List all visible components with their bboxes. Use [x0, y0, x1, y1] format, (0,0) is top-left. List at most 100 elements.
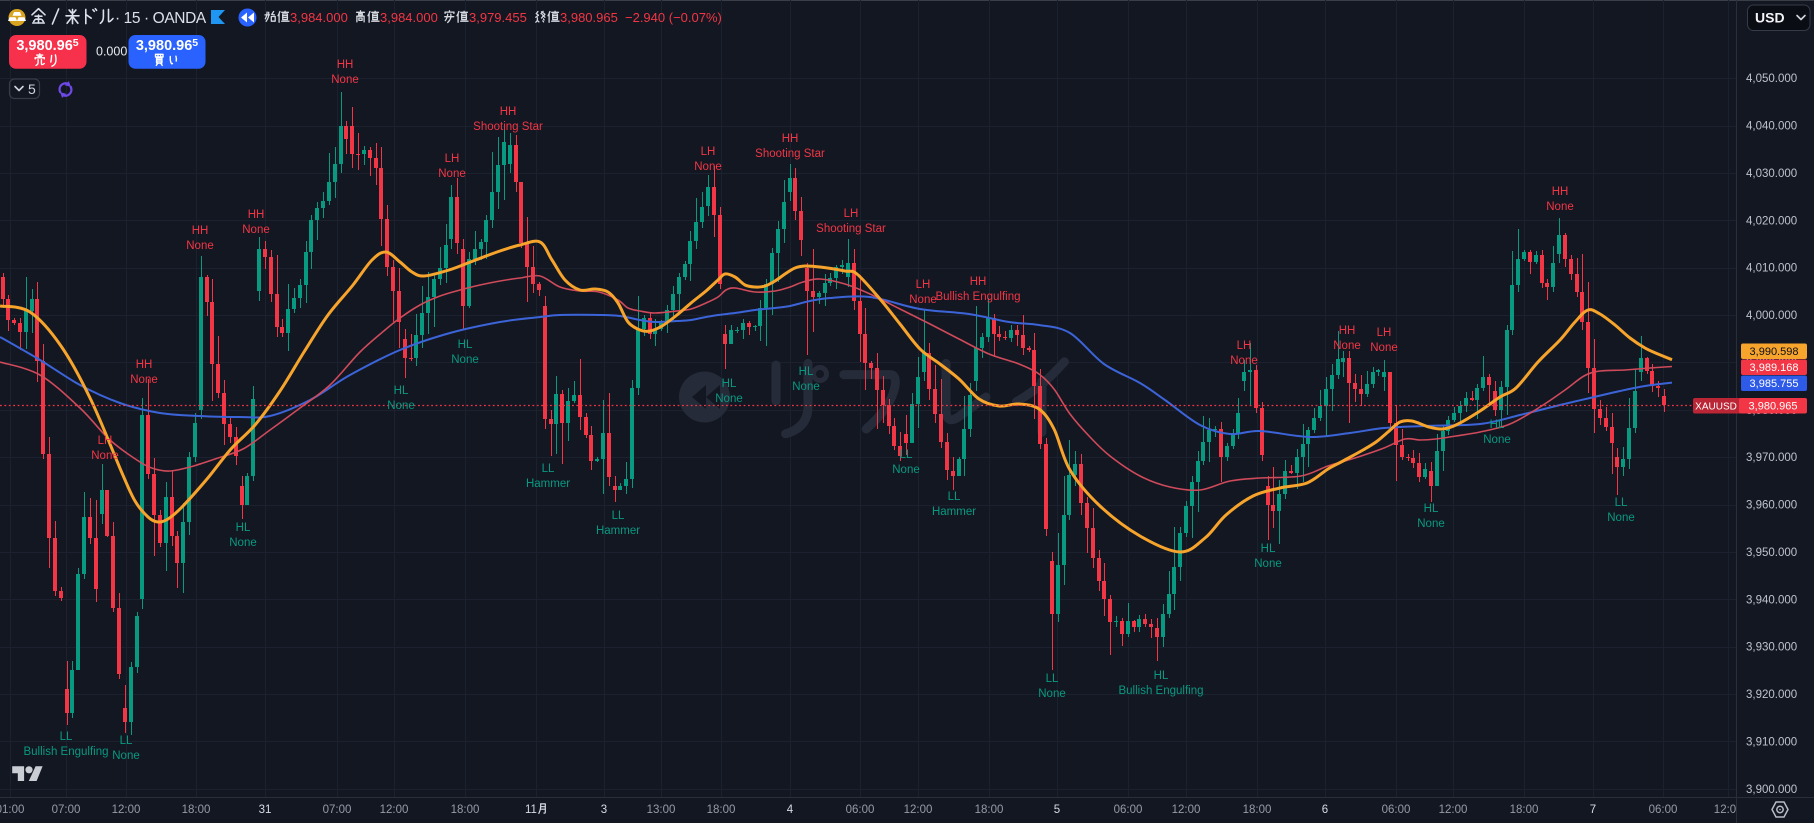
- svg-text:None: None: [1038, 688, 1066, 700]
- svg-text:None: None: [715, 393, 743, 405]
- svg-text:None: None: [1370, 342, 1398, 354]
- svg-text:3,960.000: 3,960.000: [1746, 500, 1797, 512]
- svg-text:LL: LL: [60, 731, 73, 743]
- svg-text:None: None: [331, 74, 359, 86]
- svg-text:None: None: [229, 537, 257, 549]
- svg-text:Shooting Star: Shooting Star: [473, 121, 543, 133]
- svg-text:3,900.000: 3,900.000: [1746, 784, 1797, 796]
- svg-text:3,979.455: 3,979.455: [469, 10, 527, 25]
- svg-text:31: 31: [259, 804, 272, 816]
- svg-text:3,940.000: 3,940.000: [1746, 594, 1797, 606]
- svg-text:3,984.000: 3,984.000: [290, 10, 348, 25]
- svg-text:HH: HH: [1552, 186, 1569, 198]
- svg-text:HH: HH: [782, 133, 799, 145]
- svg-text:7: 7: [1590, 804, 1596, 816]
- svg-text:12:00: 12:00: [112, 804, 141, 816]
- svg-text:HH: HH: [192, 225, 209, 237]
- svg-text:4,030.000: 4,030.000: [1746, 168, 1797, 180]
- svg-text:12:00: 12:00: [904, 804, 933, 816]
- svg-text:None: None: [438, 168, 466, 180]
- svg-text:HL: HL: [1154, 670, 1169, 682]
- svg-text:06:00: 06:00: [1649, 804, 1678, 816]
- svg-text:None: None: [387, 400, 415, 412]
- svg-text:None: None: [1607, 512, 1635, 524]
- svg-text:01:00: 01:00: [0, 804, 24, 816]
- svg-text:3,989.168: 3,989.168: [1750, 362, 1799, 374]
- svg-text:XAUUSD: XAUUSD: [1695, 402, 1737, 413]
- svg-text:LH: LH: [98, 435, 113, 447]
- svg-text:13:00: 13:00: [647, 804, 676, 816]
- svg-text:LL: LL: [120, 735, 133, 747]
- svg-text:None: None: [1483, 434, 1511, 446]
- svg-text:4,050.000: 4,050.000: [1746, 73, 1797, 85]
- svg-text:LH: LH: [844, 208, 859, 220]
- svg-text:18:00: 18:00: [182, 804, 211, 816]
- svg-text:None: None: [451, 354, 479, 366]
- svg-text:3,980.965: 3,980.965: [16, 37, 78, 54]
- svg-text:Hammer: Hammer: [932, 506, 976, 518]
- svg-text:· 15 · OANDA: · 15 · OANDA: [115, 10, 207, 27]
- svg-text:3,980.965: 3,980.965: [1749, 401, 1798, 413]
- svg-text:HH: HH: [970, 276, 987, 288]
- svg-text:None: None: [186, 240, 214, 252]
- svg-text:HL: HL: [1261, 543, 1276, 555]
- svg-text:HL: HL: [236, 522, 251, 534]
- svg-text:LL: LL: [1615, 497, 1628, 509]
- svg-text:0.000: 0.000: [96, 45, 127, 59]
- svg-text:3,990.598: 3,990.598: [1750, 346, 1799, 358]
- svg-text:HH: HH: [248, 209, 265, 221]
- svg-text:18:00: 18:00: [707, 804, 736, 816]
- svg-text:3,980.965: 3,980.965: [560, 10, 618, 25]
- svg-text:3,984.000: 3,984.000: [380, 10, 438, 25]
- svg-text:HL: HL: [722, 378, 737, 390]
- svg-text:06:00: 06:00: [846, 804, 875, 816]
- svg-text:None: None: [909, 294, 937, 306]
- svg-text:LL: LL: [1046, 673, 1059, 685]
- svg-text:None: None: [1546, 201, 1574, 213]
- svg-text:12:0: 12:0: [1714, 804, 1736, 816]
- svg-text:11: 11: [525, 804, 537, 816]
- svg-text:3,910.000: 3,910.000: [1746, 736, 1797, 748]
- svg-text:USD: USD: [1755, 10, 1785, 26]
- svg-text:07:00: 07:00: [323, 804, 352, 816]
- svg-text:None: None: [112, 750, 140, 762]
- svg-text:None: None: [792, 381, 820, 393]
- svg-text:HL: HL: [458, 339, 473, 351]
- svg-text:HH: HH: [500, 106, 517, 118]
- svg-text:4: 4: [787, 804, 794, 816]
- svg-text:LH: LH: [445, 153, 460, 165]
- svg-text:HL: HL: [799, 366, 814, 378]
- svg-text:3,950.000: 3,950.000: [1746, 547, 1797, 559]
- svg-text:None: None: [1230, 355, 1258, 367]
- svg-text:−2.940 (−0.07%): −2.940 (−0.07%): [625, 10, 722, 25]
- svg-text:3,930.000: 3,930.000: [1746, 642, 1797, 654]
- svg-text:07:00: 07:00: [52, 804, 81, 816]
- svg-text:LL: LL: [900, 449, 913, 461]
- svg-text:LH: LH: [1377, 327, 1392, 339]
- svg-text:5: 5: [28, 81, 36, 97]
- svg-text:12:00: 12:00: [1172, 804, 1201, 816]
- svg-text:18:00: 18:00: [1243, 804, 1272, 816]
- svg-text:18:00: 18:00: [975, 804, 1004, 816]
- svg-text:3: 3: [601, 804, 607, 816]
- svg-text:LL: LL: [948, 491, 961, 503]
- svg-text:3,970.000: 3,970.000: [1746, 452, 1797, 464]
- svg-text:12:00: 12:00: [1439, 804, 1468, 816]
- svg-text:None: None: [1254, 558, 1282, 570]
- svg-text:Bullish Engulfing: Bullish Engulfing: [23, 746, 108, 758]
- svg-text:HH: HH: [136, 359, 153, 371]
- svg-text:None: None: [1417, 518, 1445, 530]
- svg-text:LH: LH: [916, 279, 931, 291]
- svg-text:4,040.000: 4,040.000: [1746, 121, 1797, 133]
- svg-text:HH: HH: [1339, 325, 1356, 337]
- svg-text:HL: HL: [1424, 503, 1439, 515]
- svg-text:None: None: [91, 450, 119, 462]
- svg-text:Bullish Engulfing: Bullish Engulfing: [1118, 685, 1203, 697]
- svg-text:3,985.755: 3,985.755: [1750, 378, 1799, 390]
- svg-text:6: 6: [1322, 804, 1328, 816]
- svg-text:12:00: 12:00: [380, 804, 409, 816]
- svg-text:Shooting Star: Shooting Star: [816, 223, 886, 235]
- svg-text:4,010.000: 4,010.000: [1746, 263, 1797, 275]
- svg-text:HL: HL: [394, 385, 409, 397]
- svg-text:None: None: [694, 161, 722, 173]
